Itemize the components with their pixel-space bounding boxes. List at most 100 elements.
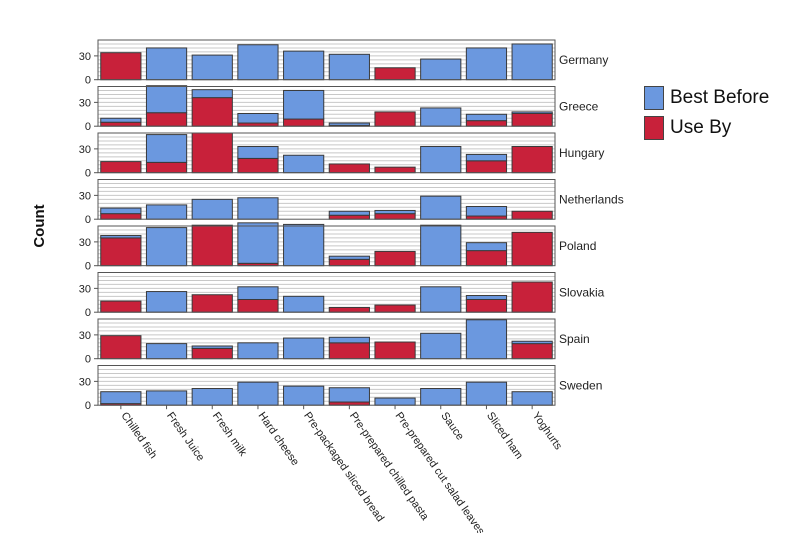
bar-use-by	[100, 237, 142, 267]
bar-best-before	[465, 295, 508, 300]
bar-best-before	[145, 343, 188, 360]
panel-frame	[97, 86, 556, 127]
bar-best-before	[511, 43, 553, 81]
bar-best-before	[191, 345, 233, 349]
bar-use-by	[191, 132, 233, 174]
y-tick-label: 30	[79, 190, 91, 202]
bar-best-before	[145, 390, 188, 406]
bar-best-before	[237, 286, 279, 300]
legend-item-use-by: Use By	[644, 114, 769, 142]
bar-use-by	[465, 120, 508, 127]
bar-best-before	[328, 122, 370, 126]
bar-use-by	[374, 213, 416, 220]
bar-best-before	[420, 195, 462, 220]
bar-best-before	[237, 381, 279, 406]
bar-best-before	[191, 54, 233, 81]
bar-best-before	[420, 107, 462, 127]
bar-best-before	[100, 235, 142, 239]
bar-use-by	[237, 298, 279, 313]
bar-use-by	[145, 161, 188, 174]
bar-best-before	[465, 205, 508, 217]
bar-use-by	[145, 112, 188, 127]
y-tick-label: 30	[79, 376, 91, 388]
bar-best-before	[328, 255, 370, 260]
panel-frame	[97, 39, 556, 81]
y-tick-label: 0	[85, 168, 91, 180]
bar-best-before	[100, 117, 142, 123]
bar-use-by	[374, 341, 416, 360]
facet-label: Poland	[559, 239, 596, 253]
bar-best-before	[237, 112, 279, 124]
y-tick-label: 30	[79, 144, 91, 156]
bar-use-by	[191, 224, 233, 267]
facet-label: Sweden	[559, 378, 602, 392]
bar-best-before	[191, 198, 233, 220]
bar-use-by	[465, 298, 508, 313]
x-tick-label: Fresh Juice	[164, 410, 206, 463]
bar-use-by	[374, 166, 416, 174]
legend-label-best-before: Best Before	[670, 87, 770, 108]
bar-best-before	[465, 319, 508, 360]
x-tick-label: Sliced ham	[484, 410, 525, 461]
legend: Best Before Use By	[644, 84, 769, 144]
legend-swatch-best-before	[644, 86, 664, 110]
panel-frame	[97, 272, 556, 313]
x-tick-label: Sauce	[438, 410, 466, 442]
bar-use-by	[100, 161, 142, 174]
bar-use-by	[328, 214, 370, 220]
y-tick-label: 30	[79, 283, 91, 295]
x-tick-label: Fresh milk	[210, 410, 249, 459]
y-tick-label: 0	[85, 261, 91, 273]
panel-frame	[97, 179, 556, 220]
bar-best-before	[145, 85, 188, 114]
bar-use-by	[328, 306, 370, 313]
bar-best-before	[465, 47, 508, 81]
bar-use-by	[283, 118, 325, 127]
bar-best-before	[145, 134, 188, 163]
bar-best-before	[420, 388, 462, 406]
x-tick-label: Hard cheese	[255, 410, 301, 468]
bar-best-before	[191, 388, 233, 406]
bar-use-by	[465, 160, 508, 174]
bar-best-before	[328, 336, 370, 344]
bar-best-before	[283, 385, 325, 406]
panel-frame	[97, 365, 556, 406]
bar-best-before	[237, 44, 279, 81]
y-tick-label: 0	[85, 354, 91, 366]
y-tick-label: 30	[79, 97, 91, 109]
facet-label: Hungary	[559, 146, 604, 160]
bar-use-by	[328, 258, 370, 267]
y-tick-label: 0	[85, 75, 91, 87]
bar-best-before	[100, 207, 142, 215]
bar-use-by	[100, 213, 142, 220]
x-tick-label: Pre-packaged sliced bread	[301, 410, 386, 524]
bar-use-by	[191, 97, 233, 127]
y-tick-label: 0	[85, 121, 91, 133]
facet-label: Netherlands	[559, 192, 624, 206]
bar-best-before	[237, 197, 279, 220]
bar-best-before	[420, 145, 462, 174]
bar-best-before	[283, 154, 325, 174]
bar-use-by	[100, 52, 142, 81]
x-tick-label: Chilled fish	[118, 410, 159, 461]
y-tick-label: 30	[79, 330, 91, 342]
bar-use-by	[237, 157, 279, 174]
y-tick-label: 30	[79, 51, 91, 63]
bar-best-before	[100, 391, 142, 405]
bar-best-before	[237, 342, 279, 360]
legend-item-best-before: Best Before	[644, 84, 769, 112]
bar-use-by	[100, 121, 142, 127]
panel-frame	[97, 318, 556, 360]
bar-best-before	[145, 47, 188, 81]
bar-best-before	[511, 340, 553, 345]
bar-best-before	[237, 145, 279, 159]
bar-best-before	[465, 153, 508, 162]
bar-best-before	[420, 58, 462, 81]
bar-best-before	[374, 209, 416, 215]
facet-label: Spain	[559, 332, 590, 346]
bar-best-before	[283, 50, 325, 81]
bar-use-by	[511, 281, 553, 313]
bar-use-by	[511, 112, 553, 127]
bar-best-before	[145, 291, 188, 313]
